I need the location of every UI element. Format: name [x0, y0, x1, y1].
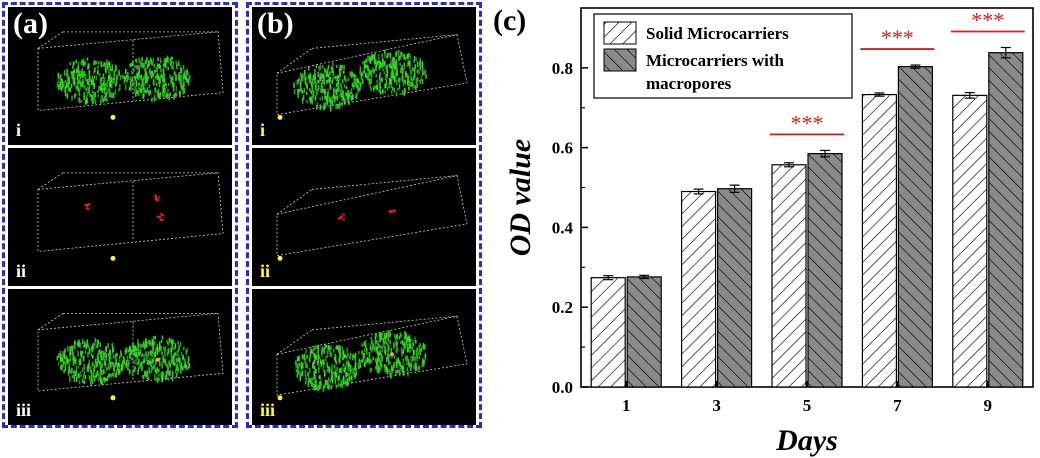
- panel-a: i ii iii (a): [2, 2, 238, 428]
- origin-marker: [110, 114, 116, 120]
- panel-a-subpanel-iii: iii: [8, 289, 232, 425]
- subpanel-label-iii: iii: [260, 400, 276, 420]
- bounding-box-outline: [37, 31, 224, 111]
- panel_a-image-i: [37, 31, 224, 120]
- panel-b-subpanel-iii: iii: [252, 289, 476, 425]
- bar-macropore-day-7: [897, 66, 933, 388]
- bar-chart: 0.0 0.2 0.4 0.6 0.8 1 3 5 7 9 *** *** *** (c) Days OD v…: [493, 4, 1034, 457]
- legend: Solid Microcarriers Microcarriers with mac…: [593, 13, 853, 99]
- cell-cluster: [293, 49, 427, 112]
- subpanel-label-ii: ii: [16, 261, 27, 281]
- subpanel-label-i: i: [260, 120, 266, 140]
- cell-cluster: [84, 194, 164, 222]
- y-tick-label: 0.6: [552, 139, 573, 158]
- legend-label-macropore: Microcarriers with macropores: [646, 51, 785, 93]
- x-tick-label: 5: [803, 396, 812, 415]
- x-axis-label: Days: [775, 424, 838, 457]
- subpanel-label-ii: ii: [260, 261, 271, 281]
- panel_b-image-ii: [276, 175, 468, 261]
- error-bar: [820, 149, 830, 158]
- panel-a-letter: (a): [13, 7, 48, 40]
- bar-solid-day-1: [590, 277, 626, 388]
- bar-macropore-day-3: [717, 188, 753, 388]
- x-tick-label: 1: [622, 396, 631, 415]
- cell-cluster: [337, 209, 396, 221]
- bar-macropore-day-1: [626, 276, 662, 388]
- bar-solid-day-3: [681, 190, 717, 388]
- error-bar: [693, 188, 704, 195]
- error-bar: [784, 162, 794, 168]
- significance-stars: ***: [971, 7, 1004, 32]
- panel-b-subpanel-ii: ii: [252, 148, 476, 286]
- x-tick-label: 3: [712, 396, 721, 415]
- panel_b-image-iii: [276, 315, 468, 401]
- y-tick-label: 0.2: [552, 298, 573, 317]
- error-bar: [639, 274, 650, 280]
- cell-cluster: [56, 335, 190, 386]
- subpanel-label-i: i: [16, 120, 22, 140]
- cell-cluster: [295, 329, 427, 392]
- bounding-box-outline: [276, 34, 468, 116]
- y-tick-label: 0.4: [552, 218, 574, 237]
- subpanel-label-iii: iii: [16, 400, 32, 420]
- origin-marker: [277, 395, 283, 401]
- origin-marker: [110, 255, 116, 261]
- bounding-box-outline: [37, 172, 224, 252]
- panel-c-letter: (c): [493, 4, 526, 37]
- significance-stars: ***: [791, 110, 824, 135]
- significance-stars: ***: [881, 25, 914, 50]
- panel_b-image-i: [276, 34, 468, 120]
- error-bar: [964, 91, 975, 99]
- cell-cluster: [56, 55, 191, 105]
- x-tick-label: 7: [893, 396, 902, 415]
- legend-swatch-solid: [603, 21, 637, 45]
- x-tick-label: 9: [984, 396, 993, 415]
- panel_a-image-ii: [37, 172, 224, 261]
- bar-macropore-day-5: [807, 153, 843, 388]
- origin-marker: [277, 114, 283, 120]
- bar-solid-day-5: [771, 164, 807, 388]
- panel_a-image-iii: [37, 313, 224, 401]
- panel-a-subpanel-i: i: [8, 7, 232, 145]
- origin-marker: [110, 395, 116, 401]
- origin-marker: [277, 255, 283, 261]
- error-bar: [874, 92, 885, 97]
- y-tick-label: 0.0: [552, 378, 573, 397]
- bar-macropore-day-9: [988, 52, 1024, 388]
- bounding-box-outline: [276, 315, 468, 396]
- bar-solid-day-7: [861, 93, 897, 388]
- y-axis-label: OD value: [504, 139, 537, 256]
- y-tick-label: 0.8: [552, 59, 573, 78]
- bar-solid-day-9: [952, 94, 988, 388]
- bounding-box-outline: [276, 175, 468, 257]
- panel-b-subpanel-i: i: [252, 7, 476, 145]
- legend-label-solid: Solid Microcarriers: [646, 24, 789, 43]
- error-bar: [910, 64, 921, 69]
- panel-a-subpanel-ii: ii: [8, 148, 232, 286]
- panel-b-letter: (b): [257, 7, 294, 40]
- error-bar: [1000, 46, 1011, 59]
- panel-b: i ii iii (b): [246, 2, 482, 428]
- legend-swatch-macropore: [603, 48, 637, 72]
- error-bar: [603, 275, 614, 281]
- error-bar: [729, 184, 740, 193]
